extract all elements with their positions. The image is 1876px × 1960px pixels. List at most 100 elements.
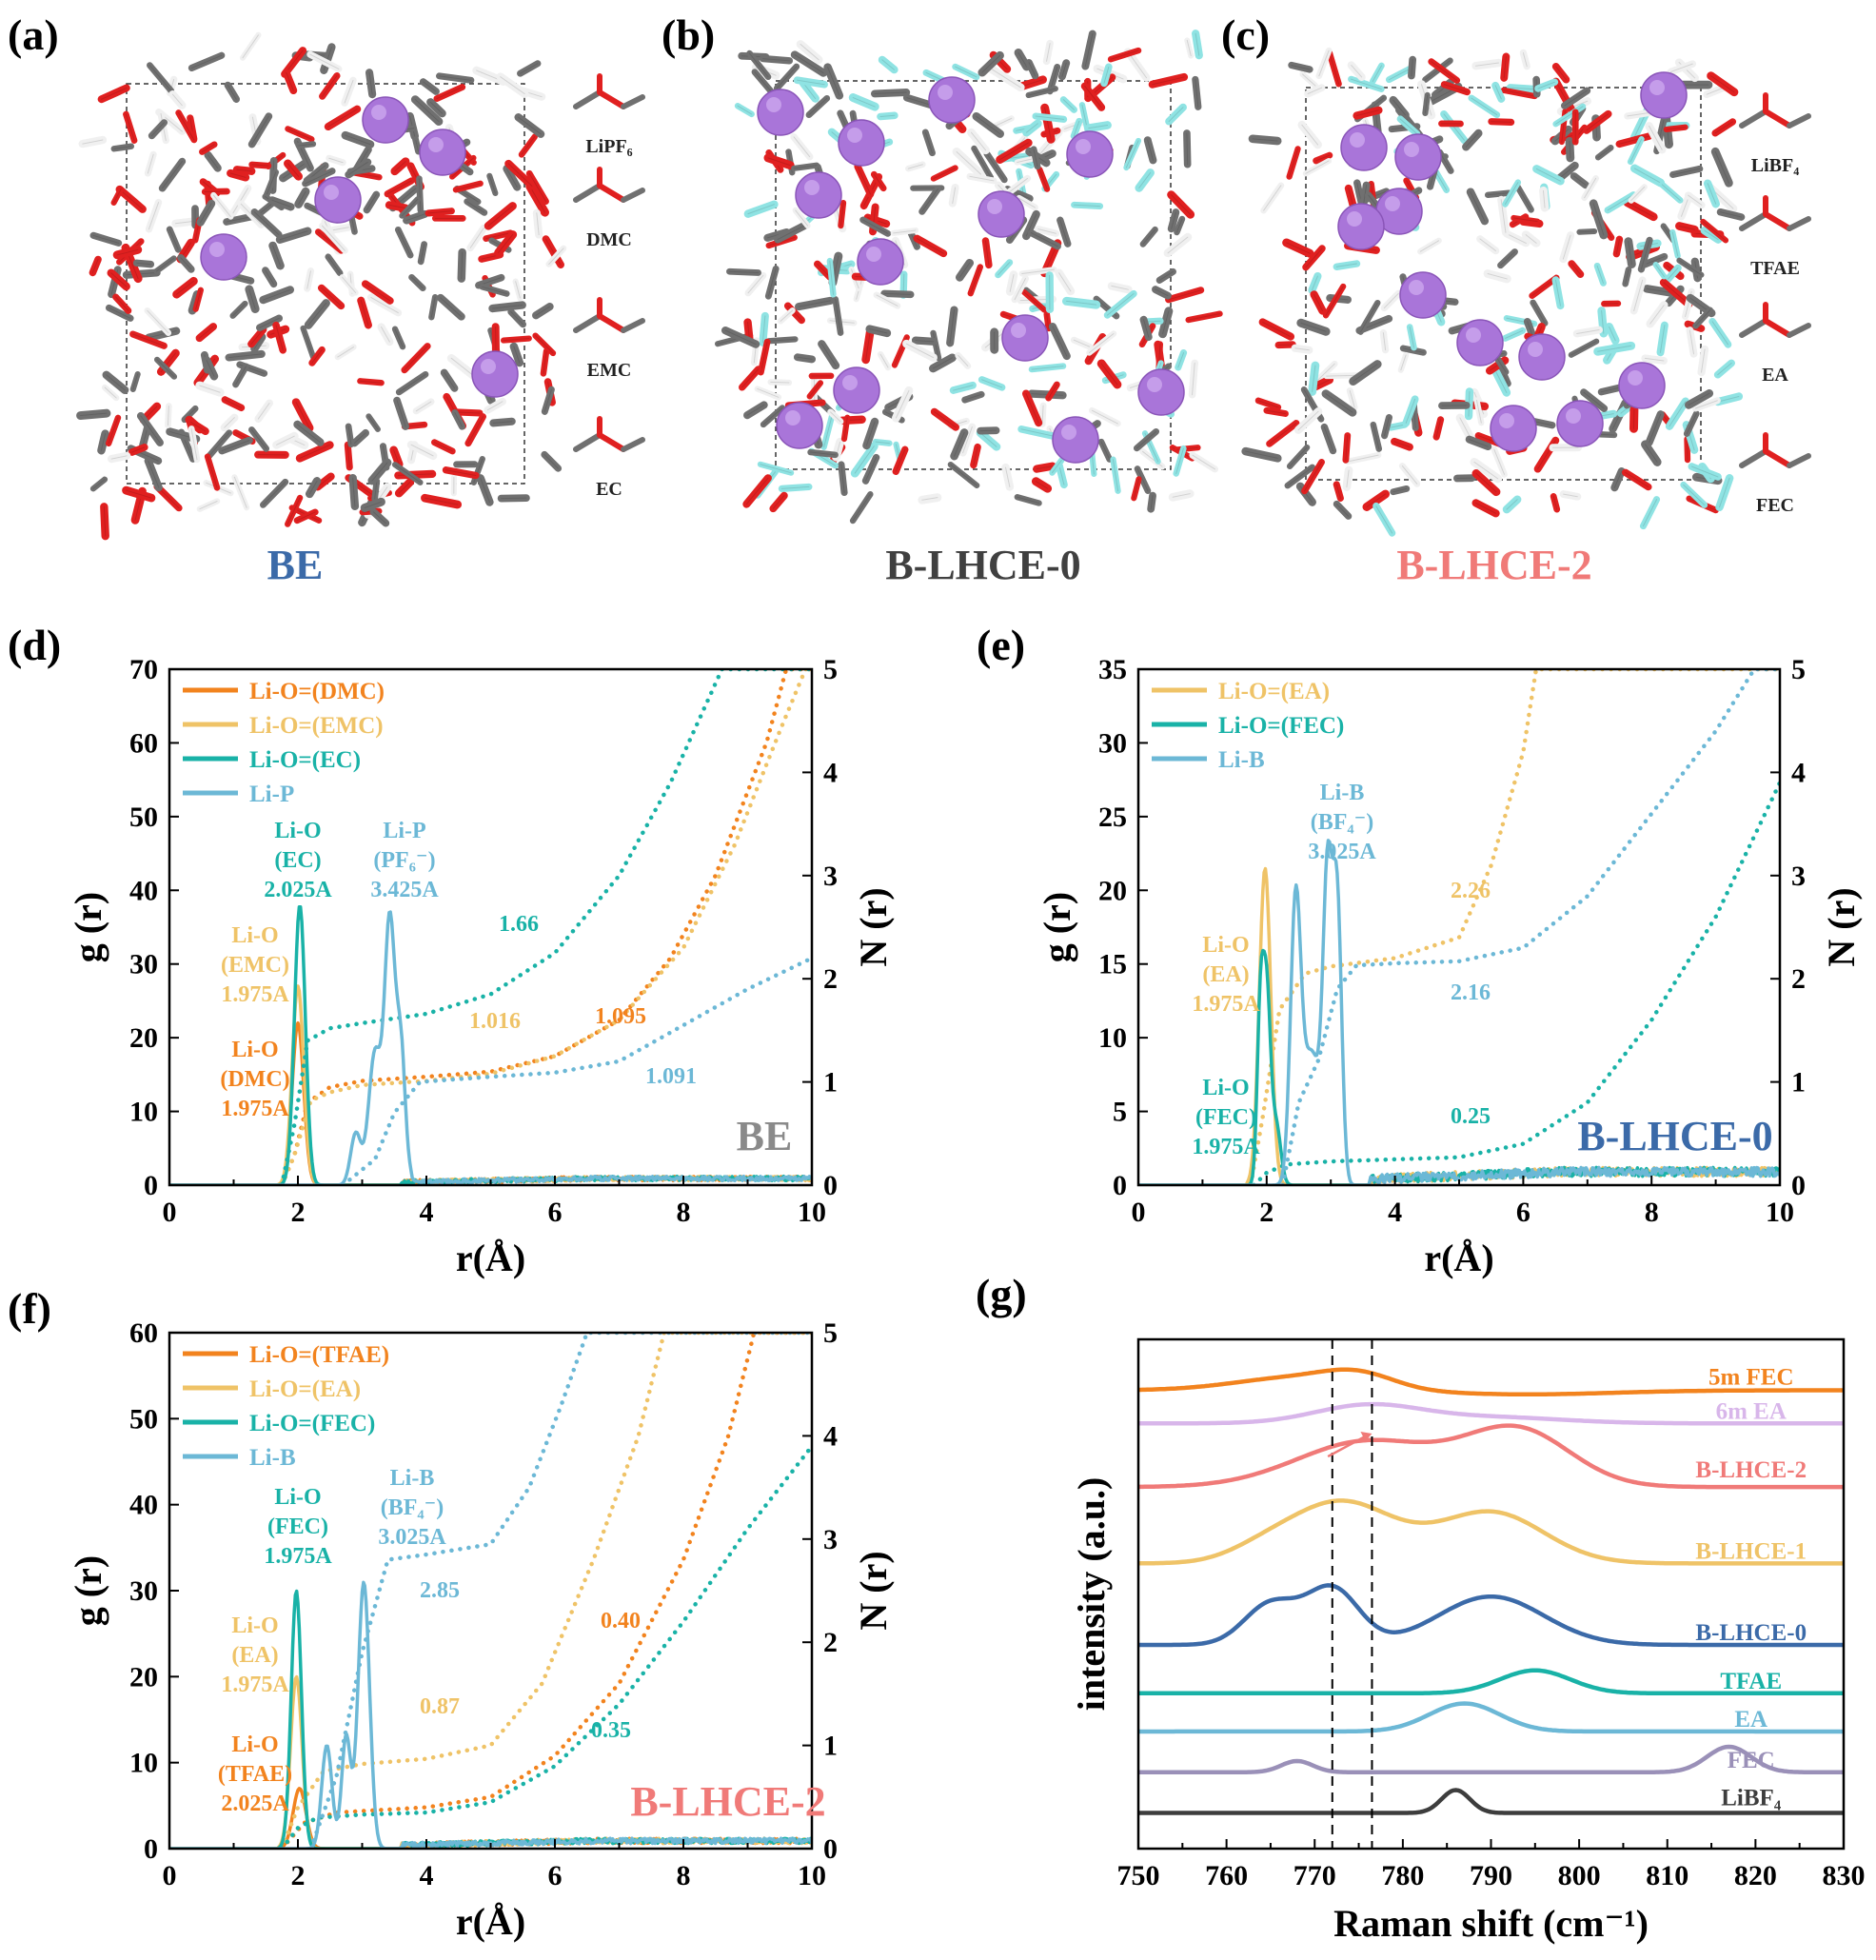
bond-stick xyxy=(102,370,129,394)
bond-stick xyxy=(1615,132,1653,148)
bond-stick xyxy=(1604,191,1637,214)
bond-stick xyxy=(435,72,475,84)
bond-outline xyxy=(1325,286,1344,316)
bond-stick xyxy=(1014,49,1031,71)
legend-label: Li-O=(EA) xyxy=(249,1376,361,1402)
bond-outline xyxy=(518,116,542,135)
bond-outline xyxy=(394,161,406,172)
bond-outline xyxy=(1555,106,1584,125)
bond-outline xyxy=(1111,285,1129,290)
bond-stick xyxy=(97,429,109,455)
x-tick-label: 810 xyxy=(1646,1860,1688,1891)
li-ion-highlight xyxy=(866,247,881,262)
bond-stick xyxy=(122,485,156,503)
bond-stick xyxy=(256,314,284,332)
bond-stick xyxy=(1396,115,1421,138)
bond-outline xyxy=(1302,73,1316,87)
bond-stick xyxy=(1266,420,1300,447)
bond-outline xyxy=(227,84,237,100)
bond-outline xyxy=(195,289,202,310)
bond-outline xyxy=(1704,229,1719,241)
icon-bond xyxy=(1739,448,1768,468)
bond-stick xyxy=(870,170,887,192)
bond-outline xyxy=(352,477,356,507)
bond-outline xyxy=(996,117,1013,127)
bond-stick xyxy=(1333,500,1353,520)
bond-outline xyxy=(1360,302,1378,333)
bond-stick xyxy=(391,462,424,485)
bond-outline xyxy=(1038,131,1059,156)
y2-tick-label: 0 xyxy=(823,1833,838,1865)
bond-stick xyxy=(204,453,221,491)
bond-stick xyxy=(1372,502,1396,537)
bond-stick xyxy=(108,451,131,464)
bond-stick xyxy=(1291,344,1313,354)
bond-outline xyxy=(1026,123,1038,133)
bond-outline xyxy=(1500,251,1515,267)
bond-stick xyxy=(1134,465,1152,494)
bond-stick xyxy=(496,72,529,98)
bond-outline xyxy=(1018,197,1036,208)
bond-stick xyxy=(1691,397,1721,412)
bond-outline xyxy=(1171,194,1192,215)
bond-outline xyxy=(1135,430,1157,449)
bond-stick xyxy=(1304,84,1326,98)
y-tick-label: 0 xyxy=(1113,1170,1127,1201)
bond-outline xyxy=(1491,121,1512,123)
bond-stick xyxy=(419,78,440,95)
bond-stick xyxy=(744,271,767,297)
bond-stick xyxy=(1534,78,1559,92)
molecule-icon xyxy=(573,416,645,452)
bond-outline xyxy=(770,381,790,384)
bond-outline xyxy=(110,455,128,460)
icon-bond xyxy=(621,318,645,333)
bond-stick xyxy=(158,157,187,192)
li-ion-highlight xyxy=(1385,196,1400,211)
bond-outline xyxy=(1257,400,1279,408)
structure-panel-a: (a) BE LiPF₆ DMC EMC EC xyxy=(8,10,645,588)
bond-outline xyxy=(1195,78,1199,108)
bond-outline xyxy=(1325,393,1353,413)
bond-outline xyxy=(1473,461,1499,480)
bond-outline xyxy=(1479,238,1496,251)
li-ion xyxy=(200,233,247,281)
bond-outline xyxy=(924,131,934,154)
bond-outline xyxy=(1048,384,1057,399)
bond-outline xyxy=(1297,410,1319,431)
y-tick-label: 30 xyxy=(129,1575,158,1607)
bond-outline xyxy=(1046,313,1050,329)
bond-stick xyxy=(1031,477,1053,493)
bond-stick xyxy=(820,412,836,450)
bond-outline xyxy=(353,432,366,444)
bond-outline xyxy=(1672,168,1701,175)
bond-outline xyxy=(347,426,352,445)
annotation-text: 0.35 xyxy=(591,1718,631,1743)
annotation-text: (PF₆⁻) xyxy=(373,848,435,873)
bond-outline xyxy=(761,315,766,344)
panel-label-b: (b) xyxy=(662,10,715,59)
bond-outline xyxy=(199,326,214,339)
bond-outline xyxy=(724,329,757,346)
bond-stick xyxy=(1139,226,1158,247)
bond-stick xyxy=(1241,446,1282,463)
legend-label: Li-O=(DMC) xyxy=(249,679,385,704)
bond-outline xyxy=(265,269,275,285)
bond-outline xyxy=(747,204,775,215)
x-tick-label: 10 xyxy=(1766,1197,1794,1228)
bond-stick xyxy=(870,89,911,98)
y2-tick-label: 0 xyxy=(1791,1170,1806,1201)
bond-stick xyxy=(247,112,273,148)
bond-stick xyxy=(452,180,484,193)
bond-stick xyxy=(1110,456,1121,494)
bond-outline xyxy=(212,194,231,218)
bond-outline xyxy=(1710,75,1735,93)
bond-stick xyxy=(363,190,381,214)
bond-outline xyxy=(113,188,122,204)
bond-stick xyxy=(1627,136,1645,166)
raman-curve-3 xyxy=(1138,1498,1844,1566)
bond-outline xyxy=(767,157,791,167)
legend-label: Li-O=(FEC) xyxy=(1218,713,1344,739)
bond-outline xyxy=(1304,461,1323,492)
bond-outline xyxy=(178,111,195,141)
li-ion-highlight xyxy=(324,185,339,200)
